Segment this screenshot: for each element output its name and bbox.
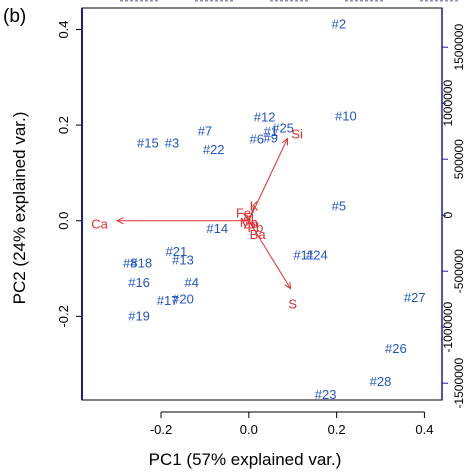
y-tick-label: 0.2 [56,116,71,134]
observation-label: #9 [264,131,278,146]
loading-arrowhead [115,217,124,225]
observation-label: #12 [254,109,276,124]
loading-arrow-short [248,206,255,221]
observation-label: #7 [198,123,212,138]
loading-arrow [248,138,288,221]
observation-label: #10 [335,109,357,124]
x-tick-label: 0.0 [240,422,258,437]
observation-label: #24 [306,248,328,263]
observation-label: #28 [370,374,392,389]
variable-label: Si [291,127,303,142]
variable-label: Ca [91,217,108,232]
variable-label: Al [242,211,254,226]
observation-label: #14 [206,221,228,236]
secondary-y-axis: -1500000 -500000 500000 1500000 -1000000 0 100… [441,24,466,409]
y-tick-label: 0.4 [56,20,71,38]
x-tick-label: 0.4 [415,422,433,437]
secondary-y-tick-label: 1500000 [452,24,466,71]
observation-label: #1 [264,124,278,139]
variable-label: K [250,198,259,213]
x-axis-title: PC1 (57% explained var.) [149,450,342,469]
observation-label: #27 [404,290,426,305]
observation-label: #20 [172,292,194,307]
observation-label: #11 [293,248,314,263]
observation-label: #18 [130,255,152,270]
variable-label: Zn [243,217,258,232]
observation-label: #13 [172,252,194,267]
variable-label: Pb [247,220,263,235]
secondary-y-minor-tick-label: -1000000 [441,302,455,353]
observation-label: #16 [128,275,150,290]
observation-label: #19 [128,308,150,323]
secondary-y-minor-tick-label: 1000000 [441,80,455,127]
x-tick-label: -0.2 [150,422,172,437]
variable-label: Ba [250,227,267,242]
secondary-y-minor-tick-label: 0 [441,212,455,219]
observation-label: #25 [272,120,294,135]
y-tick-label: 0.0 [56,212,71,230]
panel-label: (b) [3,6,26,27]
observation-labels: #2 #10 #12#25#1#9#6 #7 #15 #3 #22 #5 #14 #21#13 #1… [123,17,426,402]
loading-arrowhead [284,281,292,290]
secondary-y-tick-label: -500000 [452,249,466,293]
observation-label: #4 [185,275,199,290]
y-axis-title: PC2 (24% explained var.) [10,112,29,305]
observation-label: #22 [203,142,225,157]
y-axis: -0.2 0.0 0.2 0.4 [56,20,82,328]
x-tick-label: 0.2 [328,422,346,437]
loading-arrows [115,137,292,290]
observation-label: #8 [123,255,137,270]
secondary-y-tick-label: 500000 [452,139,466,179]
loading-arrow-short [247,219,250,221]
observation-label: #3 [165,135,179,150]
observation-label: #15 [137,135,159,150]
variable-label: Fe [236,206,251,221]
observation-label: #17 [157,293,179,308]
observation-label: #2 [332,17,346,32]
variable-label: Mn [240,215,258,230]
variable-label: S [288,296,297,311]
observation-label: #23 [315,387,337,402]
loading-arrowhead [281,137,289,146]
observation-label: #26 [385,341,407,356]
observation-label: #6 [249,131,263,146]
loading-arrow-short [248,220,259,236]
observation-label: #21 [166,244,188,259]
observation-label: #5 [332,198,346,213]
x-axis: -0.2 0.0 0.2 0.4 [150,411,433,437]
y-tick-label: -0.2 [56,305,71,327]
secondary-y-tick-label: -1500000 [452,358,466,409]
